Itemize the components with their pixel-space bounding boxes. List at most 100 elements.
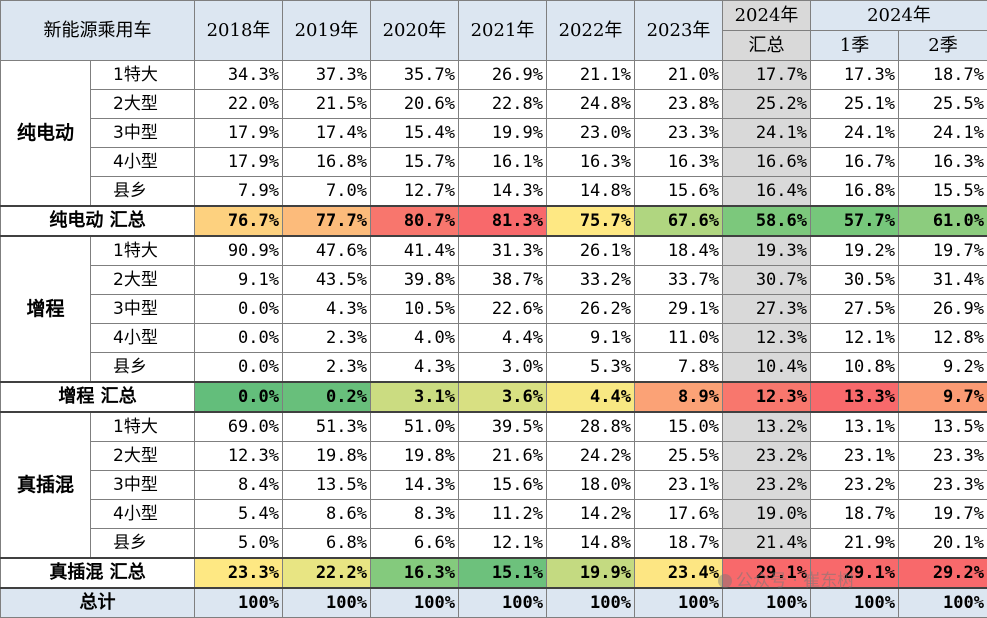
size-class-label: 1特大 (90, 235, 195, 266)
summary-cell: 23.3% (194, 557, 283, 589)
total-label: 总计 (0, 587, 195, 618)
share-cell: 16.3% (634, 147, 723, 177)
summary-cell: 67.6% (634, 205, 723, 237)
share-cell: 26.9% (458, 60, 547, 90)
share-cell: 11.0% (634, 323, 723, 353)
share-cell: 8.4% (194, 470, 283, 500)
year-header: 2023年 (634, 0, 723, 61)
share-cell: 5.3% (546, 352, 635, 383)
share-cell: 12.7% (370, 176, 459, 207)
summary-cell: 0.0% (194, 381, 283, 413)
share-cell: 12.1% (810, 323, 899, 353)
summary-row: 纯电动 汇总 76.7% 77.7% 80.7% 81.3% 75.7% 67.6% 58.6… (0, 205, 987, 237)
summary-cell: 13.3% (810, 381, 899, 413)
share-cell: 30.5% (810, 265, 899, 295)
share-cell: 10.8% (810, 352, 899, 383)
share-cell: 7.0% (282, 176, 371, 207)
share-cell: 20.6% (370, 89, 459, 119)
share-cell: 2.3% (282, 352, 371, 383)
share-cell: 16.6% (722, 147, 811, 177)
share-cell: 15.4% (370, 118, 459, 148)
share-cell: 21.9% (810, 528, 899, 559)
share-cell: 26.2% (546, 294, 635, 324)
table-row: 3中型 0.0% 4.3% 10.5% 22.6% 26.2% 29.1% 27.3% 27.5… (1, 294, 987, 324)
share-cell: 10.5% (370, 294, 459, 324)
share-cell: 3.0% (458, 352, 547, 383)
size-class-label: 1特大 (90, 411, 195, 442)
size-class-label: 3中型 (90, 470, 195, 500)
share-cell: 19.3% (722, 235, 811, 266)
table-row: 真插混 1特大 69.0% 51.3% 51.0% 39.5% 28.8% 15.0% 13.2… (0, 411, 987, 559)
share-cell: 31.4% (898, 265, 987, 295)
size-class-label: 3中型 (90, 294, 195, 324)
share-cell: 5.0% (194, 528, 283, 559)
table-row: 县乡 7.9% 7.0% 12.7% 14.3% 14.8% 15.6% 16.4% 16.8%… (1, 176, 987, 207)
share-cell: 23.2% (810, 470, 899, 500)
header-row-2: 汇总 1季 2季 (1, 30, 987, 61)
share-cell: 15.5% (898, 176, 987, 207)
share-cell: 23.3% (898, 441, 987, 471)
share-cell: 14.8% (546, 528, 635, 559)
share-cell: 12.3% (194, 441, 283, 471)
total-row: 总计 100% 100% 100% 100% 100% 100% 100% 100% 100% (0, 587, 987, 618)
share-cell: 13.5% (898, 411, 987, 442)
table-row: 2大型 22.0% 21.5% 20.6% 22.8% 24.8% 23.8% 25.2% 25… (1, 89, 987, 119)
group-label: 纯电动 (0, 60, 91, 207)
year-header: 2021年 (458, 0, 547, 61)
size-class-label: 3中型 (90, 118, 195, 148)
quarter-group-header: 2024年 (810, 0, 987, 31)
share-cell: 51.0% (370, 411, 459, 442)
share-cell: 0.0% (194, 294, 283, 324)
share-cell: 26.9% (898, 294, 987, 324)
share-cell: 69.0% (194, 411, 283, 442)
share-cell: 6.6% (370, 528, 459, 559)
summary-cell: 4.4% (546, 381, 635, 413)
share-cell: 14.2% (546, 499, 635, 529)
summary-cell: 3.1% (370, 381, 459, 413)
share-cell: 24.2% (546, 441, 635, 471)
table-row: 县乡 5.0% 6.8% 6.6% 12.1% 14.8% 18.7% 21.4% 21.9% 2… (1, 528, 987, 559)
share-cell: 30.7% (722, 265, 811, 295)
share-cell: 17.7% (722, 60, 811, 90)
year-header: 2020年 (370, 0, 459, 61)
table-row: 4小型 5.4% 8.6% 8.3% 11.2% 14.2% 17.6% 19.0% 18.7%… (1, 499, 987, 529)
year-header: 2018年 (194, 0, 283, 61)
share-cell: 16.3% (898, 147, 987, 177)
share-cell: 90.9% (194, 235, 283, 266)
share-cell: 23.3% (898, 470, 987, 500)
summary-cell: 58.6% (722, 205, 811, 237)
summary-cell: 19.9% (546, 557, 635, 589)
share-cell: 12.1% (458, 528, 547, 559)
share-cell: 7.8% (634, 352, 723, 383)
ytd-header-line1: 2024年 (722, 0, 811, 31)
share-cell: 35.7% (370, 60, 459, 90)
share-cell: 22.6% (458, 294, 547, 324)
quarter-header: 1季 (810, 30, 899, 61)
share-cell: 17.3% (810, 60, 899, 90)
summary-cell: 57.7% (810, 205, 899, 237)
summary-cell: 23.4% (634, 557, 723, 589)
share-cell: 23.8% (634, 89, 723, 119)
summary-cell: 9.7% (898, 381, 987, 413)
share-cell: 37.3% (282, 60, 371, 90)
share-cell: 41.4% (370, 235, 459, 266)
share-cell: 51.3% (282, 411, 371, 442)
table-row: 2大型 9.1% 43.5% 39.8% 38.7% 33.2% 33.7% 30.7% 30.… (1, 265, 987, 295)
table-row: 2大型 12.3% 19.8% 19.8% 21.6% 24.2% 25.5% 23.2% 23… (1, 441, 987, 471)
size-class-label: 县乡 (90, 176, 195, 207)
share-cell: 19.9% (458, 118, 547, 148)
share-cell: 19.8% (370, 441, 459, 471)
summary-cell: 8.9% (634, 381, 723, 413)
share-cell: 13.5% (282, 470, 371, 500)
share-cell: 39.8% (370, 265, 459, 295)
share-cell: 16.3% (546, 147, 635, 177)
share-cell: 25.5% (898, 89, 987, 119)
share-cell: 23.0% (546, 118, 635, 148)
share-cell: 47.6% (282, 235, 371, 266)
share-cell: 4.3% (282, 294, 371, 324)
share-cell: 24.1% (810, 118, 899, 148)
group-label: 真插混 (0, 411, 91, 559)
share-cell: 21.1% (546, 60, 635, 90)
share-cell: 8.6% (282, 499, 371, 529)
summary-cell: 29.1% (722, 557, 811, 589)
